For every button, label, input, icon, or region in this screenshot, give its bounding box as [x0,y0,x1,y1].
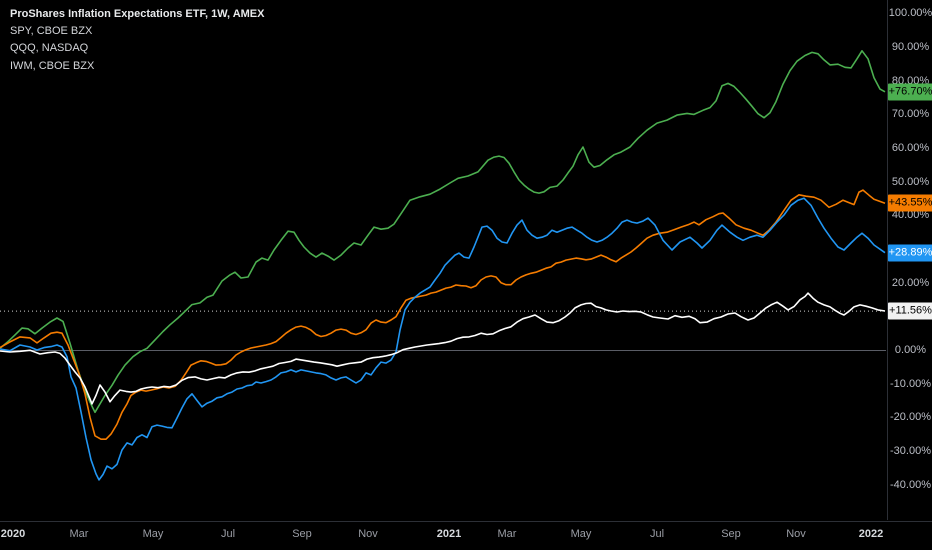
price-axis-label: 60.00% [891,142,930,155]
price-axis-label: 40.00% [891,209,930,222]
time-axis-month-label: Sep [721,528,741,540]
series-line-spy[interactable] [0,189,886,441]
legend-compare-qqq[interactable]: QQQ, NASDAQ [10,42,89,55]
last-value-badge-proshares-inflation-expectations-etf: +11.56% [888,302,932,320]
time-axis-month-label: Mar [497,528,517,540]
time-axis-month-label: Jul [649,528,665,540]
legend-main-symbol[interactable]: ProShares Inflation Expectations ETF, 1W… [10,8,265,20]
time-axis-year-label: 2020 [0,528,26,540]
price-axis-label: 20.00% [891,276,930,289]
time-axis-year-label: 2021 [436,528,462,540]
legend-compare-iwm[interactable]: IWM, CBOE BZX [10,59,95,72]
time-axis-month-label: Nov [358,528,378,540]
price-axis[interactable]: 100.00% 90.00% 80.00% 70.00% 60.00% 50.00% 40.… [887,0,932,520]
last-value-badge-spy: +43.55% [888,194,932,212]
time-axis-month-label: Nov [786,528,806,540]
price-axis-label: -30.00% [890,444,931,457]
time-axis[interactable]: 2020 Mar May Jul Sep Nov 2021 Mar May Jul Sep Nov 20… [0,521,932,550]
price-axis-label: 90.00% [891,41,930,54]
time-axis-month-label: May [142,528,164,540]
price-axis-label: 50.00% [891,175,930,188]
series-line-iwm[interactable] [0,197,886,481]
price-axis-label: -10.00% [890,377,931,390]
time-axis-year-label: 2022 [858,528,884,540]
series-line-qqq[interactable] [0,49,886,414]
last-value-badge-iwm: +28.89% [888,244,932,262]
price-axis-label: 0.00% [894,344,927,356]
legend-compare-spy[interactable]: SPY, CBOE BZX [10,25,93,37]
time-axis-month-label: Jul [220,528,236,540]
series-line-proshares-inflation-expectations-etf[interactable] [0,292,886,405]
time-axis-month-label: Mar [69,528,89,540]
price-axis-label: -40.00% [890,478,931,491]
price-axis-label: 70.00% [891,108,930,121]
price-axis-label: 100.00% [888,7,932,20]
price-axis-label: -20.00% [890,411,931,424]
last-value-badge-qqq: +76.70% [888,83,932,101]
time-axis-month-label: Sep [292,528,312,540]
legend-compare-list: SPY, CBOE BZX QQQ, NASDAQ IWM, CBOE BZX [10,23,264,75]
chart-legend: ProShares Inflation Expectations ETF, 1W… [10,6,264,75]
time-axis-month-label: May [570,528,592,540]
